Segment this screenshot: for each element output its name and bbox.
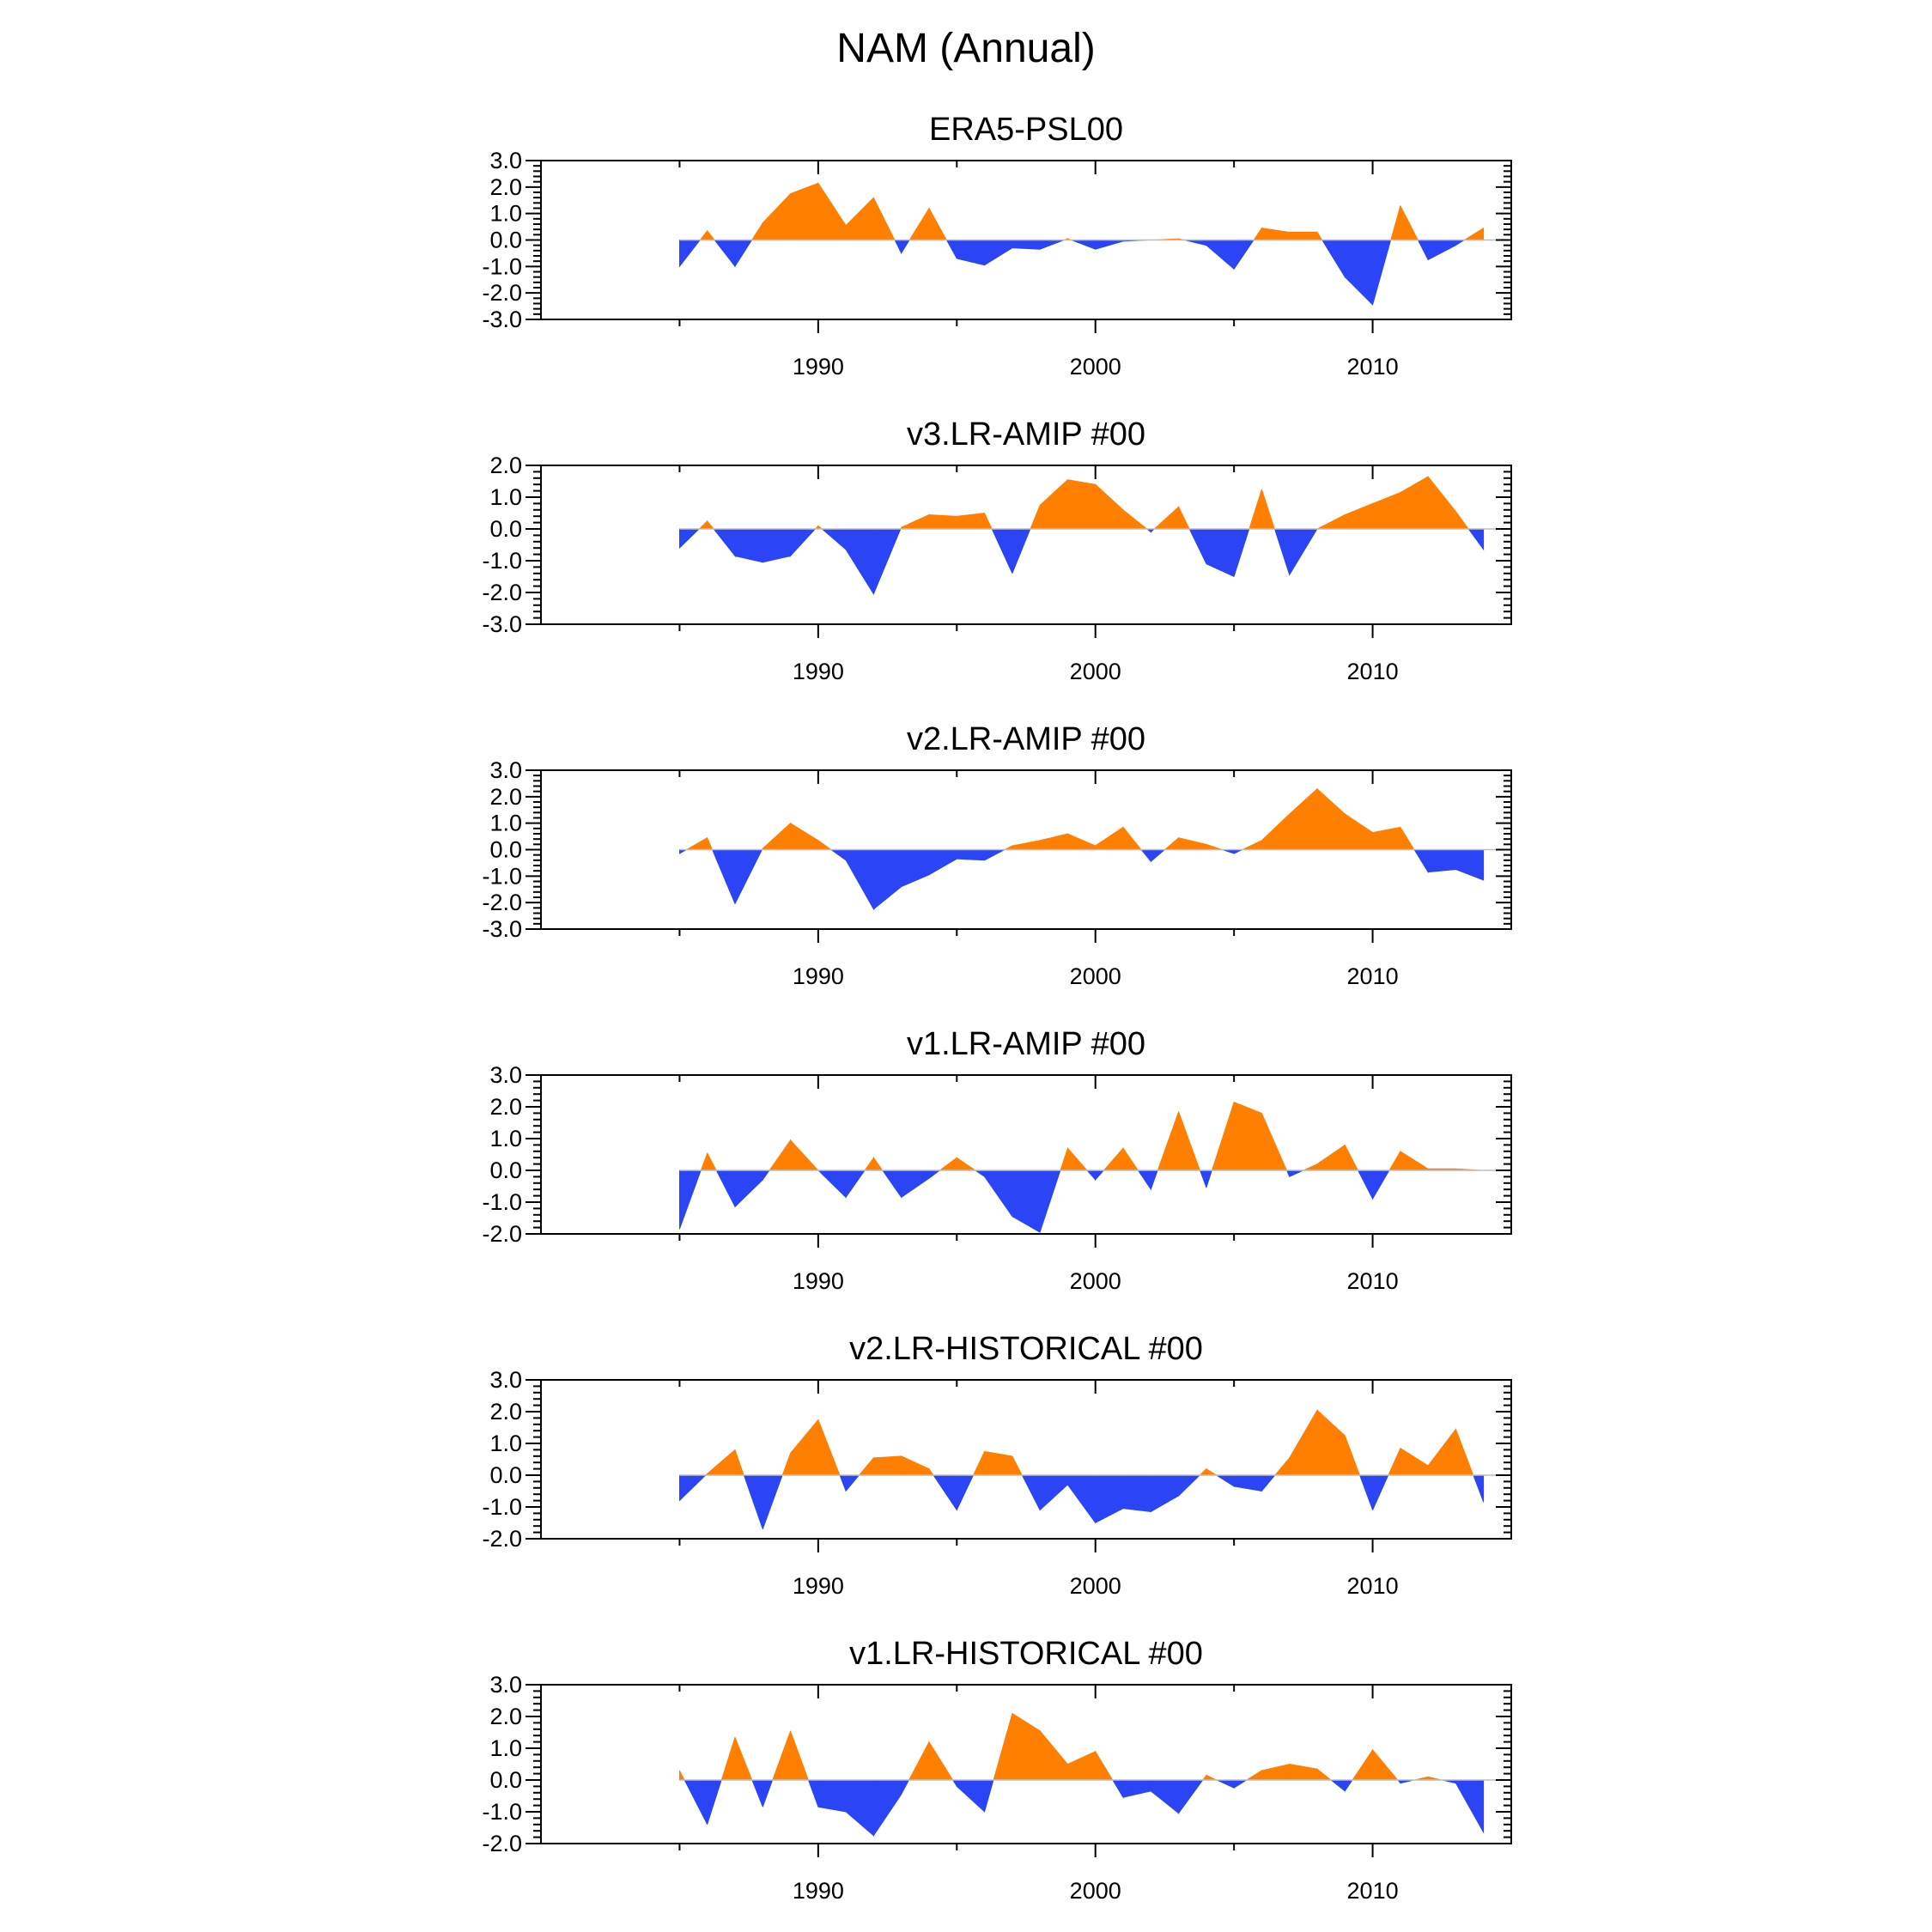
y-tick-label: 0.0 xyxy=(489,1462,522,1488)
y-tick-label: -1.0 xyxy=(482,548,522,574)
x-tick-label: 1990 xyxy=(793,354,844,380)
y-tick-label: 2.0 xyxy=(489,784,522,810)
x-tick-label: 2000 xyxy=(1070,1573,1121,1599)
x-tick-label: 2000 xyxy=(1070,659,1121,684)
plot-frame xyxy=(540,1379,1512,1540)
x-tick-label: 2000 xyxy=(1070,1878,1121,1904)
x-tick-label: 2010 xyxy=(1347,1268,1399,1294)
plot-frame xyxy=(540,1684,1512,1844)
x-tick-label: 1990 xyxy=(793,1268,844,1294)
panel-3: v2.LR-AMIP #00 -3.0-2.0-1.00.01.02.03.0 19… xyxy=(482,721,1512,989)
y-tick-label: -1.0 xyxy=(482,1494,522,1520)
y-tick-label: 1.0 xyxy=(489,1735,522,1761)
y-tick-label: -2.0 xyxy=(482,1221,522,1247)
x-tick-label: 1990 xyxy=(793,1573,844,1599)
negative-area xyxy=(679,1474,1485,1530)
y-tick-label: 1.0 xyxy=(489,1431,522,1456)
y-tick-label: -2.0 xyxy=(482,580,522,605)
y-tick-label: 3.0 xyxy=(489,148,522,173)
y-tick-label: 3.0 xyxy=(489,1672,522,1698)
panel-title: v2.LR-HISTORICAL #00 xyxy=(849,1331,1203,1367)
y-tick-label: 0.0 xyxy=(489,516,522,542)
y-tick-label: 0.0 xyxy=(489,1157,522,1183)
y-tick-label: -2.0 xyxy=(482,280,522,306)
negative-area xyxy=(679,1170,1390,1233)
y-tick-label: -2.0 xyxy=(482,1526,522,1552)
negative-area xyxy=(679,849,1485,911)
y-tick-label: 3.0 xyxy=(489,757,522,783)
x-tick-label: 2000 xyxy=(1070,354,1121,380)
y-tick-label: 2.0 xyxy=(489,174,522,200)
panel-title: v1.LR-HISTORICAL #00 xyxy=(849,1636,1203,1672)
y-tick-label: -3.0 xyxy=(482,307,522,332)
x-tick-label: 2010 xyxy=(1347,354,1399,380)
plot-frame xyxy=(540,1074,1512,1235)
y-tick-label: 1.0 xyxy=(489,484,522,510)
y-tick-label: 1.0 xyxy=(489,201,522,227)
x-tick-label: 2000 xyxy=(1070,963,1121,989)
x-tick-label: 1990 xyxy=(793,659,844,684)
panel-2: v3.LR-AMIP #00 -3.0 -2.0 -1.0 0.0 1.0 2.0 1990 2… xyxy=(482,416,1512,684)
y-tick-label: 3.0 xyxy=(489,1367,522,1393)
x-tick-label: 2010 xyxy=(1347,659,1399,684)
x-tick-label: 2010 xyxy=(1347,963,1399,989)
positive-area xyxy=(699,181,1485,240)
y-tick-label: -1.0 xyxy=(482,863,522,889)
y-tick-label: -2.0 xyxy=(482,1831,522,1856)
figure-title: NAM (Annual) xyxy=(836,26,1095,71)
plot-frame xyxy=(540,465,1512,625)
y-tick-label: 0.0 xyxy=(489,228,522,253)
x-tick-label: 2010 xyxy=(1347,1573,1399,1599)
positive-area xyxy=(679,1712,1443,1781)
y-tick-label: -3.0 xyxy=(482,611,522,637)
panel-title: v3.LR-AMIP #00 xyxy=(907,416,1145,453)
negative-area xyxy=(683,1779,1485,1838)
positive-area xyxy=(704,1408,1474,1476)
positive-area xyxy=(700,1101,1484,1171)
positive-area xyxy=(698,475,1469,530)
x-tick-label: 2000 xyxy=(1070,1268,1121,1294)
negative-area xyxy=(679,528,1485,596)
positive-area xyxy=(685,787,1415,850)
panel-6: v1.LR-HISTORICAL #00 -2.0 -1.0 0.0 1.0 2.0 3.0… xyxy=(482,1636,1512,1904)
y-tick-label: -2.0 xyxy=(482,890,522,915)
y-tick-label: 1.0 xyxy=(489,811,522,836)
panel-title: v2.LR-AMIP #00 xyxy=(907,721,1145,757)
y-tick-label: 1.0 xyxy=(489,1126,522,1151)
y-tick-label: 2.0 xyxy=(489,1704,522,1729)
y-tick-label: 2.0 xyxy=(489,453,522,478)
x-tick-label: 2010 xyxy=(1347,1878,1399,1904)
panel-4: v1.LR-AMIP #00 -2.0 -1.0 0.0 1.0 2.0 3.0 1990 20… xyxy=(482,1026,1512,1294)
y-tick-label: 0.0 xyxy=(489,837,522,863)
negative-area xyxy=(679,240,1466,306)
y-tick-label: -1.0 xyxy=(482,1799,522,1825)
y-tick-label: -1.0 xyxy=(482,1189,522,1215)
y-tick-label: 2.0 xyxy=(489,1399,522,1425)
panel-title: v1.LR-AMIP #00 xyxy=(907,1026,1145,1062)
panel-1: ERA5-PSL00 -3.0-2.0-1.00.01.02.03.0 1990 20… xyxy=(482,112,1512,380)
y-tick-label: 2.0 xyxy=(489,1094,522,1120)
y-tick-label: 3.0 xyxy=(489,1062,522,1088)
y-tick-label: -3.0 xyxy=(482,916,522,942)
x-tick-label: 1990 xyxy=(793,1878,844,1904)
panel-title: ERA5-PSL00 xyxy=(929,112,1123,148)
panel-5: v2.LR-HISTORICAL #00 -2.0 -1.0 0.0 1.0 2.0 3.0… xyxy=(482,1331,1512,1599)
y-tick-label: -1.0 xyxy=(482,253,522,279)
x-tick-label: 1990 xyxy=(793,963,844,989)
y-tick-label: 0.0 xyxy=(489,1767,522,1793)
